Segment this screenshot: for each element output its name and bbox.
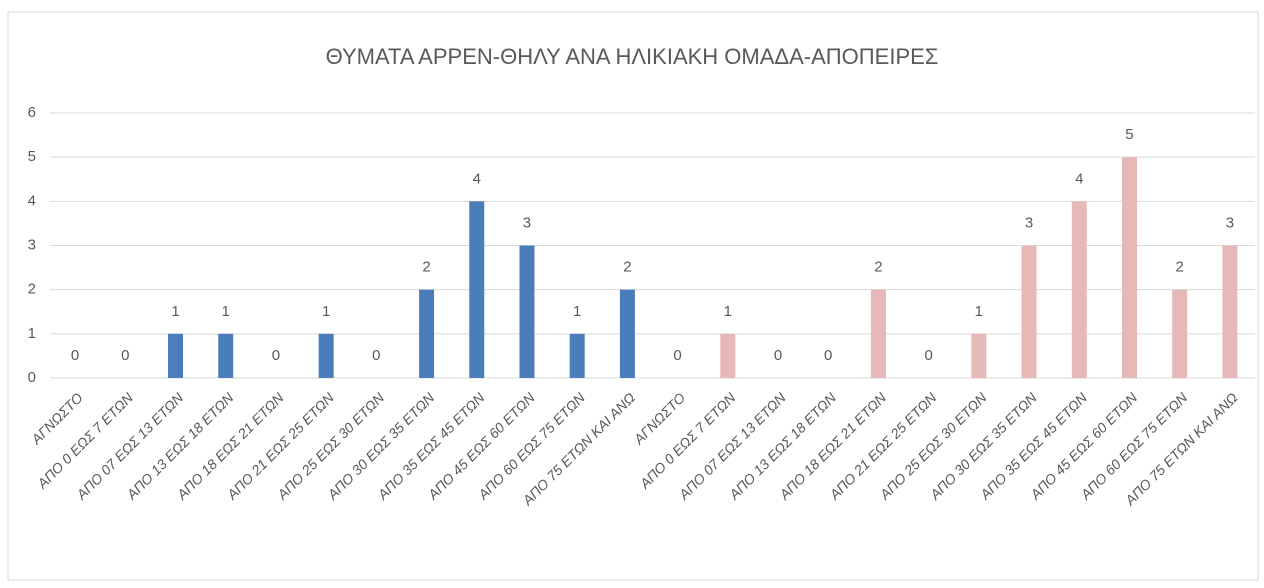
y-tick-label: 6 — [28, 104, 36, 121]
y-tick-label: 0 — [28, 369, 36, 386]
data-label: 0 — [121, 347, 129, 364]
data-label: 1 — [171, 303, 179, 320]
data-label: 5 — [1125, 126, 1133, 143]
bar — [469, 201, 485, 378]
data-label: 0 — [774, 347, 782, 364]
bar — [419, 289, 435, 378]
data-label: 4 — [1075, 170, 1083, 187]
bar — [1121, 157, 1137, 378]
bar — [569, 333, 585, 378]
data-label: 2 — [874, 259, 882, 276]
bar — [168, 333, 184, 378]
bar — [971, 333, 987, 378]
data-label: 0 — [272, 347, 280, 364]
bar — [1021, 245, 1037, 378]
data-label: 0 — [673, 347, 681, 364]
bar — [519, 245, 535, 378]
data-label: 2 — [623, 259, 631, 276]
data-label: 4 — [473, 170, 481, 187]
bar — [218, 333, 234, 378]
bar — [1222, 245, 1238, 378]
data-label: 0 — [372, 347, 380, 364]
data-label: 0 — [924, 347, 932, 364]
data-label: 1 — [322, 303, 330, 320]
bar — [318, 333, 334, 378]
y-tick-label: 3 — [28, 236, 36, 253]
chart-title: ΘΥΜΑΤΑ ΑΡΡΕΝ-ΘΗΛΥ ΑΝΑ ΗΛΙΚΙΑΚΗ ΟΜΑΔΑ-ΑΠΟ… — [326, 44, 939, 69]
data-label: 1 — [222, 303, 230, 320]
data-label: 3 — [1025, 214, 1033, 231]
data-label: 1 — [975, 303, 983, 320]
bar — [720, 333, 736, 378]
data-label: 3 — [523, 214, 531, 231]
data-label: 3 — [1226, 214, 1234, 231]
y-tick-label: 1 — [28, 325, 36, 342]
data-label: 0 — [824, 347, 832, 364]
data-label: 2 — [422, 259, 430, 276]
y-tick-label: 2 — [28, 281, 36, 298]
y-tick-label: 4 — [28, 192, 36, 209]
bar — [1071, 201, 1087, 378]
bar — [1172, 289, 1188, 378]
data-label: 0 — [71, 347, 79, 364]
data-label: 2 — [1176, 259, 1184, 276]
data-label: 1 — [573, 303, 581, 320]
y-tick-label: 5 — [28, 148, 36, 165]
data-label: 1 — [724, 303, 732, 320]
bar — [870, 289, 886, 378]
bar — [619, 289, 635, 378]
